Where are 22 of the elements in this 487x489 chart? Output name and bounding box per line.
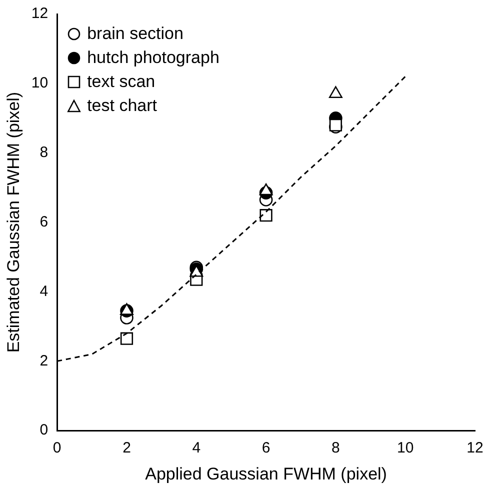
x-tick-label: 10 bbox=[397, 440, 414, 457]
y-tick-label: 12 bbox=[31, 5, 48, 22]
y-tick-label: 8 bbox=[40, 144, 48, 162]
legend-label: brain section bbox=[87, 23, 184, 45]
x-tick-label: 6 bbox=[262, 440, 270, 457]
x-tick-label: 8 bbox=[332, 440, 340, 457]
legend-label: test chart bbox=[87, 95, 157, 117]
y-tick-label: 4 bbox=[40, 282, 48, 300]
x-tick-label: 4 bbox=[192, 440, 201, 457]
x-tick-label: 2 bbox=[122, 440, 131, 457]
y-axis-title: Estimated Gaussian FWHM (pixel) bbox=[4, 92, 23, 353]
legend-label: hutch photograph bbox=[87, 47, 220, 69]
point bbox=[260, 209, 272, 222]
x-axis-title: Applied Gaussian FWHM (pixel) bbox=[145, 464, 387, 484]
y-tick-label: 6 bbox=[40, 213, 48, 230]
x-tick-label: 0 bbox=[52, 440, 62, 457]
y-tick-label: 2 bbox=[40, 352, 48, 370]
y-tick-label: 0 bbox=[40, 422, 48, 439]
x-tick-label: 12 bbox=[466, 440, 484, 457]
legend-label: text scan bbox=[87, 71, 156, 93]
y-tick-label: 10 bbox=[31, 74, 48, 92]
point bbox=[120, 332, 134, 345]
